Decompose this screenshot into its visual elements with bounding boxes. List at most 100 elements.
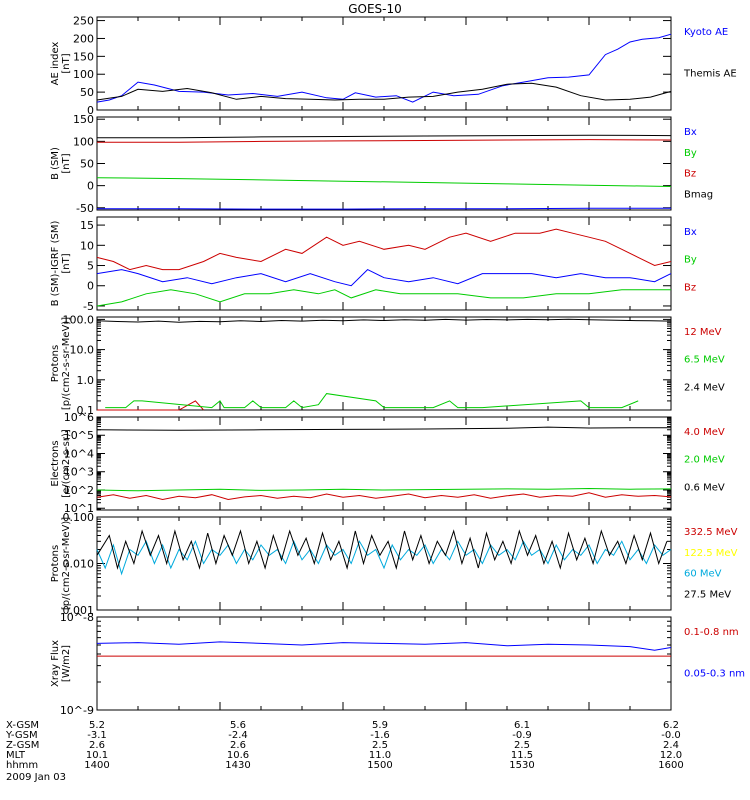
legend-label: 0.1-0.8 nm <box>684 627 739 638</box>
x-row-value: 10.6 <box>227 750 249 761</box>
panel-4: 10^1 10^2 10^3 10^4 10^5 10^6 Electrons[e/(cm2… <box>50 411 725 515</box>
legend-label: By <box>684 148 697 159</box>
series-line-0 <box>96 268 672 287</box>
legend-label: By <box>684 255 697 266</box>
x-row-value: 6.1 <box>514 720 530 731</box>
legend-label: Themis AE <box>683 69 737 80</box>
y-axis-title-line: [e/(cm2-s-sr)] <box>61 429 72 498</box>
y-axis-title: Xray Flux[W/m2] <box>50 640 72 687</box>
y-axis-title-line: [nT] <box>61 253 72 273</box>
series-line-2 <box>96 426 671 431</box>
x-row-value: -0.9 <box>512 730 532 741</box>
y-tick-label: 0.100 <box>63 511 95 524</box>
x-row-value: 5.2 <box>89 720 105 731</box>
x-row-value: 5.9 <box>372 720 388 731</box>
y-tick-label: 0 <box>87 180 94 193</box>
legend-label: 6.5 MeV <box>684 355 725 366</box>
legend-label: 2.4 MeV <box>684 382 725 393</box>
x-row-label: hhmm <box>6 760 38 771</box>
y-tick-label: 0 <box>87 280 94 293</box>
series-line-2 <box>96 539 672 576</box>
series-line-0 <box>96 492 672 501</box>
x-row-value: -0.0 <box>661 730 681 741</box>
series-line-1 <box>96 641 672 651</box>
series-line-3 <box>97 134 672 139</box>
x-row-label: X-GSM <box>6 720 39 731</box>
series-line-1 <box>96 487 672 492</box>
x-row-value: -1.6 <box>370 730 390 741</box>
series-line-2 <box>96 228 672 271</box>
panel-1: -50 0 50 100 150 B (SM)[nT] Bx By Bz Bmag <box>50 113 713 215</box>
y-axis-title-line: Electrons <box>50 440 61 486</box>
legend-label: 60 MeV <box>684 569 722 580</box>
legend-label: 12 MeV <box>684 327 722 338</box>
x-row-value: 11.0 <box>369 750 391 761</box>
legend-label: 0.6 MeV <box>684 482 725 493</box>
y-axis-title-line: B (SM) <box>50 147 61 180</box>
x-row-value: -2.4 <box>228 730 248 741</box>
series-line-1 <box>96 82 672 101</box>
y-tick-label: 10^5 <box>64 429 94 442</box>
y-tick-label: 0 <box>87 104 94 117</box>
y-tick-label: 1.0 <box>77 374 95 387</box>
y-tick-label: 0.010 <box>63 558 95 571</box>
y-axis-title-line: [W/m2] <box>61 645 72 682</box>
x-row-value: 12.0 <box>660 750 682 761</box>
y-tick-label: 100 <box>73 68 94 81</box>
y-tick-label: 10^1 <box>64 502 94 515</box>
panel-2: -5 0 5 10 15 B (SM)-IGRF (SM)[nT] Bx By Bz <box>50 216 697 313</box>
legend-label: 332.5 MeV <box>684 527 738 538</box>
x-row-value: 2.6 <box>230 740 246 751</box>
y-tick-label: 0.1 <box>77 404 95 417</box>
y-tick-label: 250 <box>73 15 94 28</box>
x-row-label: Z-GSM <box>6 740 39 751</box>
legend-label: Bx <box>684 127 697 138</box>
y-tick-label: 10^2 <box>64 484 94 497</box>
series-line-0 <box>96 33 672 103</box>
x-row-value: 1500 <box>367 760 392 771</box>
y-axis-title: Protons[p/(cm2-s-sr-MeV)] <box>50 317 72 410</box>
legend-label: Bx <box>684 227 697 238</box>
y-tick-label: 10^3 <box>64 466 94 479</box>
y-axis-title: Protons[p/(cm2-s-sr-MeV)] <box>50 517 72 610</box>
y-axis-title: B (SM)-IGRF (SM)[nT] <box>50 221 72 307</box>
x-row-value: 5.6 <box>230 720 246 731</box>
y-axis-title-line: [nT] <box>61 53 72 73</box>
y-tick-label: 100 <box>73 135 94 148</box>
y-tick-label: 10 <box>80 239 94 252</box>
y-tick-label: 10^4 <box>64 447 94 460</box>
panel-0: 0 50 100 150 200 250 AE index[nT] Kyoto AE Themi… <box>50 15 737 117</box>
y-tick-label: 50 <box>80 86 94 99</box>
legend-label: 0.05-0.3 nm <box>684 669 745 680</box>
legend-label: 27.5 MeV <box>684 589 731 600</box>
y-tick-label: 0.001 <box>63 604 95 617</box>
y-axis-title-line: [nT] <box>61 153 72 173</box>
x-row-value: 11.5 <box>511 750 533 761</box>
y-axis-title-line: [p/(cm2-s-sr-MeV)] <box>61 517 72 610</box>
x-row-value: 10.1 <box>86 750 108 761</box>
y-axis-title-line: B (SM)-IGRF (SM) <box>50 221 61 307</box>
y-axis-title: Electrons[e/(cm2-s-sr)] <box>50 429 72 498</box>
x-row-value: 1430 <box>225 760 250 771</box>
y-tick-label: -5 <box>83 300 94 313</box>
y-tick-label: 200 <box>73 32 94 45</box>
y-axis-title-line: AE index <box>50 42 61 86</box>
legend-label: Bz <box>684 282 696 293</box>
y-axis-title: B (SM)[nT] <box>50 147 72 180</box>
y-axis-title: AE index[nT] <box>50 42 72 86</box>
panel-6: 10^-9 10^-8 Xray Flux[W/m2] 0.1-0.8 nm 0.05-… <box>50 611 745 717</box>
y-axis-title-line: Protons <box>50 545 61 582</box>
series-line-1 <box>105 393 639 409</box>
series-line-1 <box>96 289 671 307</box>
y-tick-label: 150 <box>73 50 94 63</box>
panel-frame <box>96 116 672 211</box>
legend-label: 122.5 MeV <box>684 548 738 559</box>
y-tick-label: 15 <box>80 219 94 232</box>
x-row-value: 1530 <box>509 760 534 771</box>
x-row-value: 6.2 <box>663 720 679 731</box>
panel-frame <box>96 416 672 511</box>
y-tick-label: 10^6 <box>64 411 94 424</box>
y-tick-label: 50 <box>80 158 94 171</box>
panel-5: 0.0010.0100.100Protons[p/(cm2-s-sr-MeV)]… <box>50 511 738 617</box>
